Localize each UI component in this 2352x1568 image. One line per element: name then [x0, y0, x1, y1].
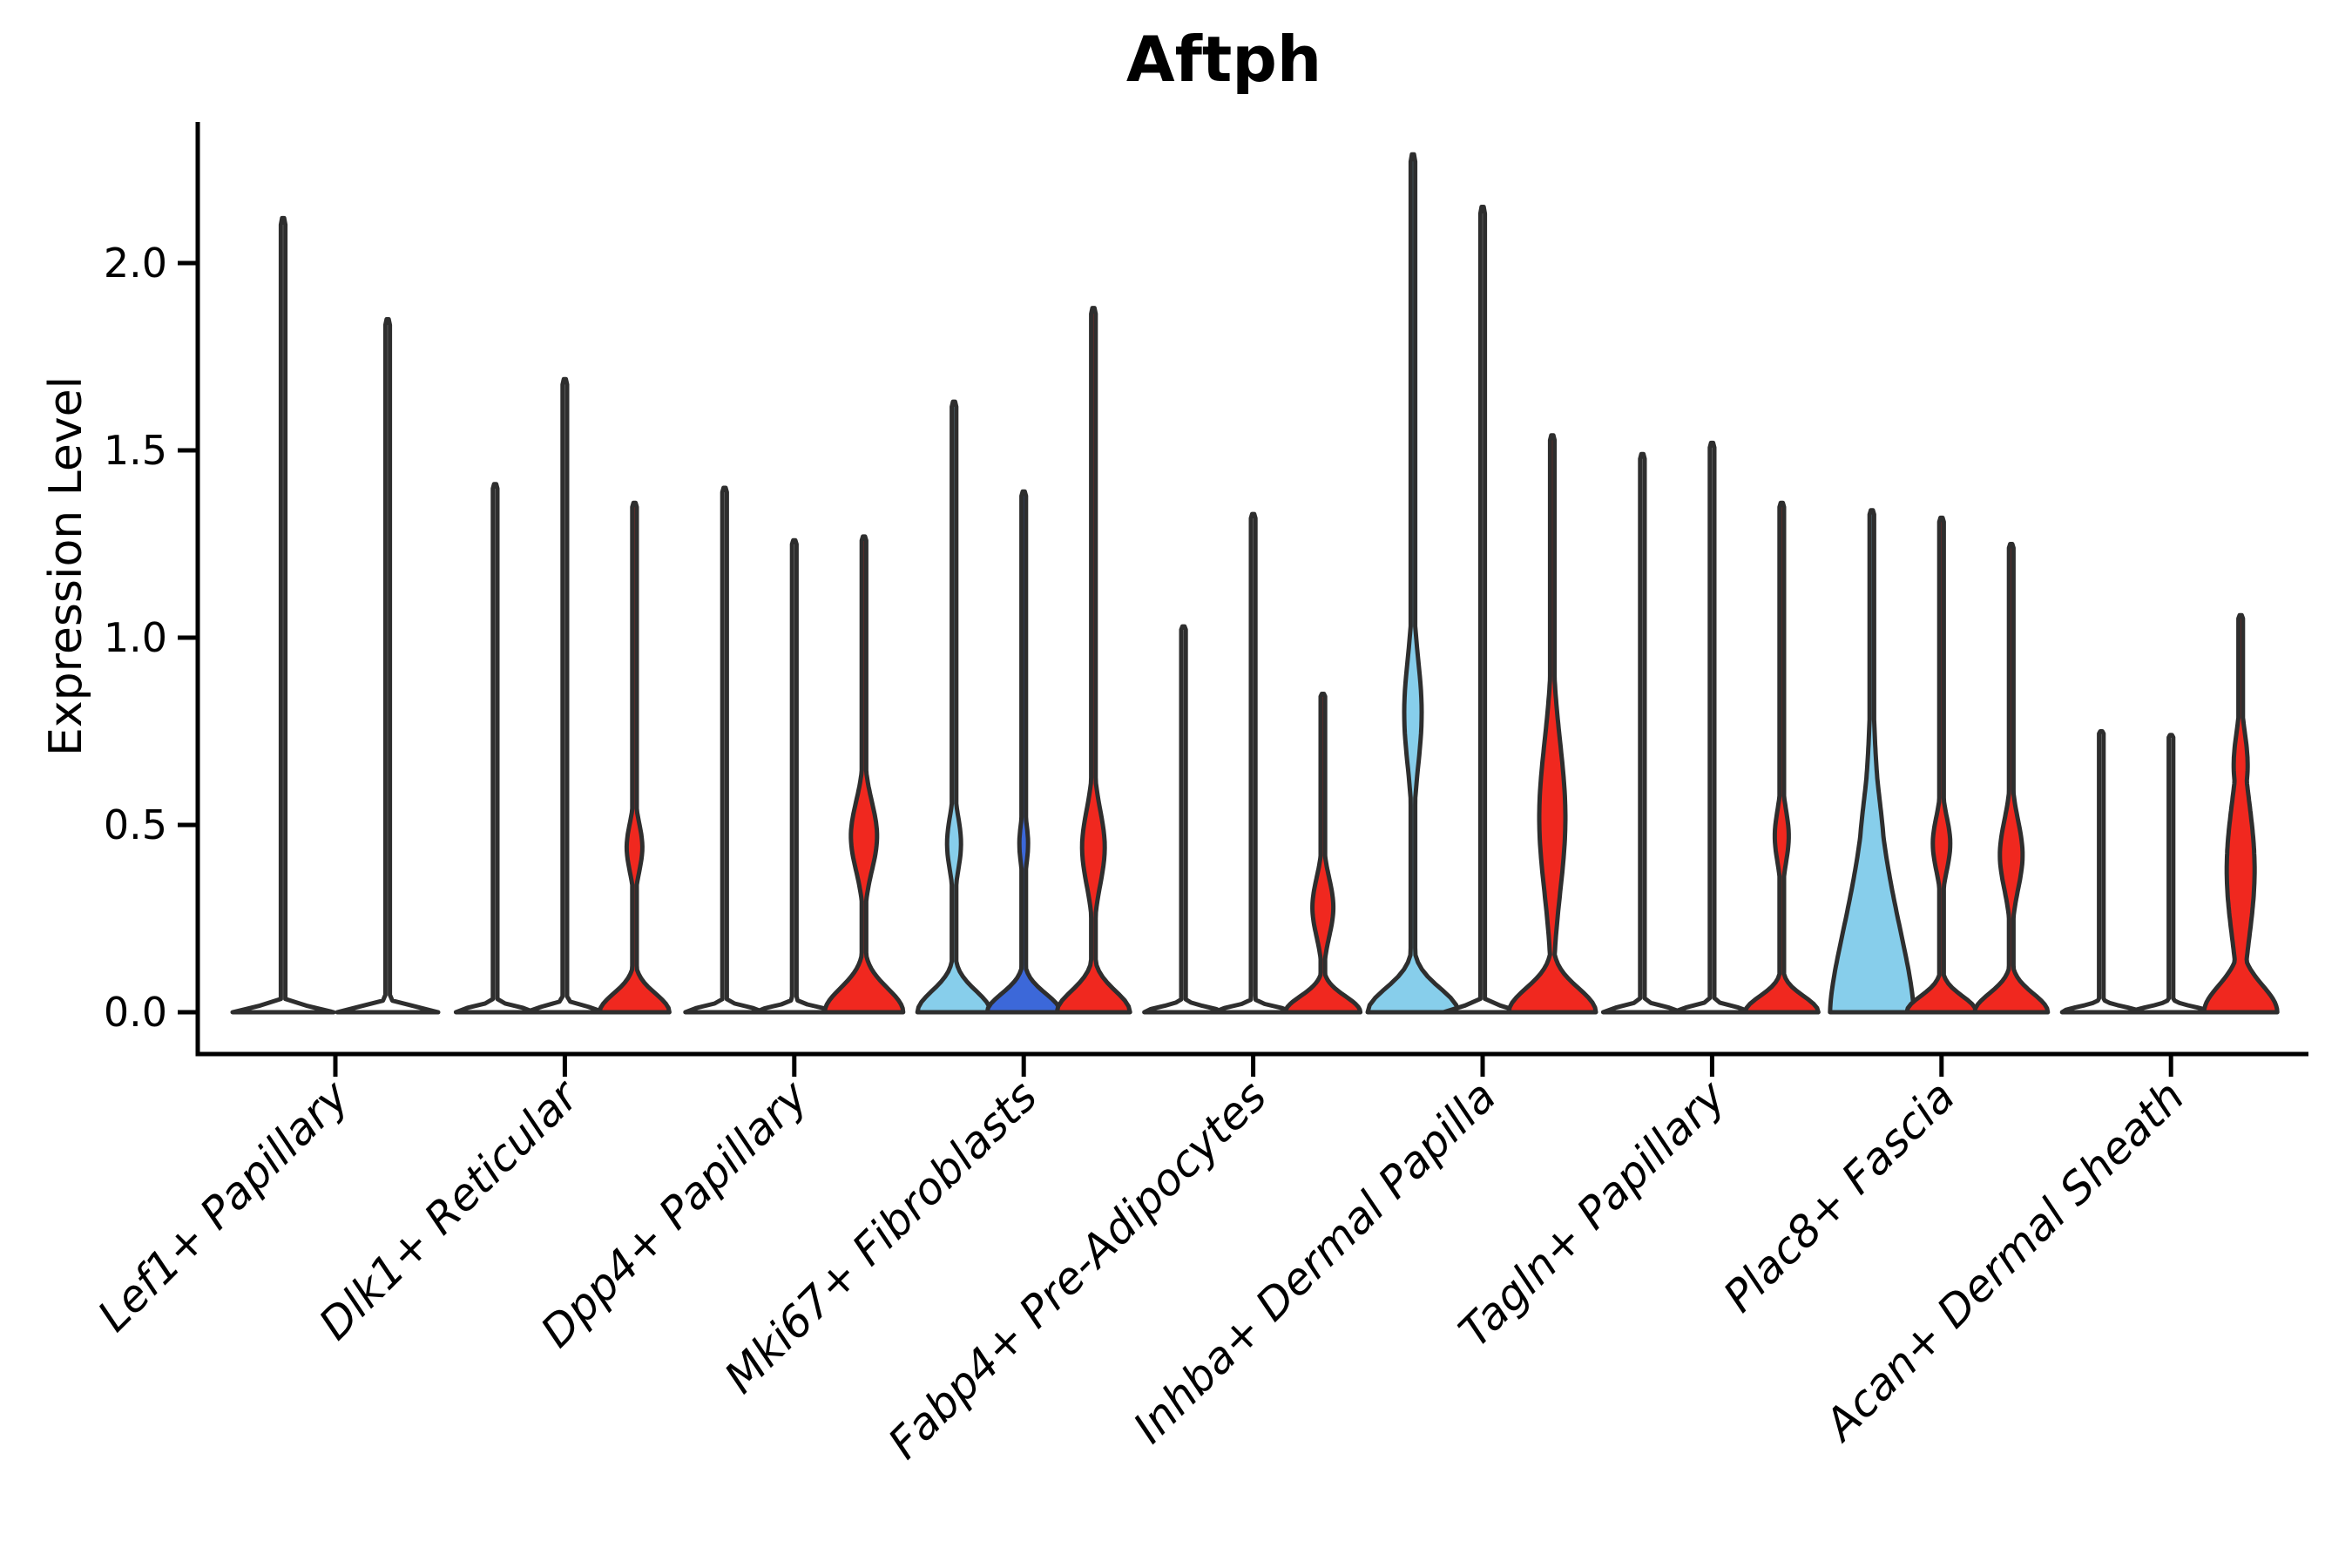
violin-5-1: [1142, 624, 1226, 1015]
violin-6-2: [1441, 205, 1524, 1015]
violin-9-3: [2201, 612, 2280, 1015]
violin-3-3: [822, 534, 906, 1015]
violin-2-2: [523, 376, 606, 1015]
violin-9-1: [2059, 729, 2143, 1015]
violin-3-1: [683, 485, 767, 1015]
violin-4-3: [1054, 306, 1132, 1015]
x-category-label: Fabp4+ Pre-Adipocytes: [879, 1071, 1277, 1469]
violin-1-1: [230, 215, 336, 1015]
violin-3-2: [753, 537, 836, 1015]
x-category-label: Acan+ Dermal Sheath: [1814, 1071, 2194, 1451]
violin-8-2: [1904, 515, 1979, 1015]
y-tick-label: 1.5: [104, 427, 167, 474]
y-tick-label: 2.0: [104, 240, 167, 287]
violin-6-1: [1365, 152, 1461, 1015]
violin-7-1: [1600, 451, 1684, 1015]
x-category-label: Inhba+ Dermal Papilla: [1124, 1071, 1505, 1452]
violin-4-2: [984, 489, 1063, 1015]
violin-8-3: [1972, 542, 2051, 1015]
violin-4-1: [915, 399, 993, 1015]
violin-6-3: [1506, 433, 1598, 1015]
violin-1-2: [335, 317, 441, 1015]
violin-5-3: [1283, 692, 1363, 1015]
violin-2-3: [597, 500, 672, 1015]
x-category-label: Lef1+ Papillary: [88, 1070, 359, 1341]
violin-7-3: [1742, 500, 1821, 1015]
violin-9-2: [2129, 733, 2213, 1015]
x-category-label: Plac8+ Fascia: [1713, 1071, 1964, 1321]
y-tick-label: 0.5: [104, 801, 167, 848]
violin-2-1: [453, 482, 537, 1015]
y-tick-label: 0.0: [104, 989, 167, 1036]
chart-title: Aftph: [1125, 23, 1322, 96]
violin-5-2: [1212, 511, 1295, 1015]
violin-8-1: [1828, 508, 1916, 1015]
y-axis-label: Expression Level: [40, 375, 92, 757]
violin-7-2: [1670, 440, 1754, 1015]
y-tick-label: 1.0: [104, 614, 167, 661]
